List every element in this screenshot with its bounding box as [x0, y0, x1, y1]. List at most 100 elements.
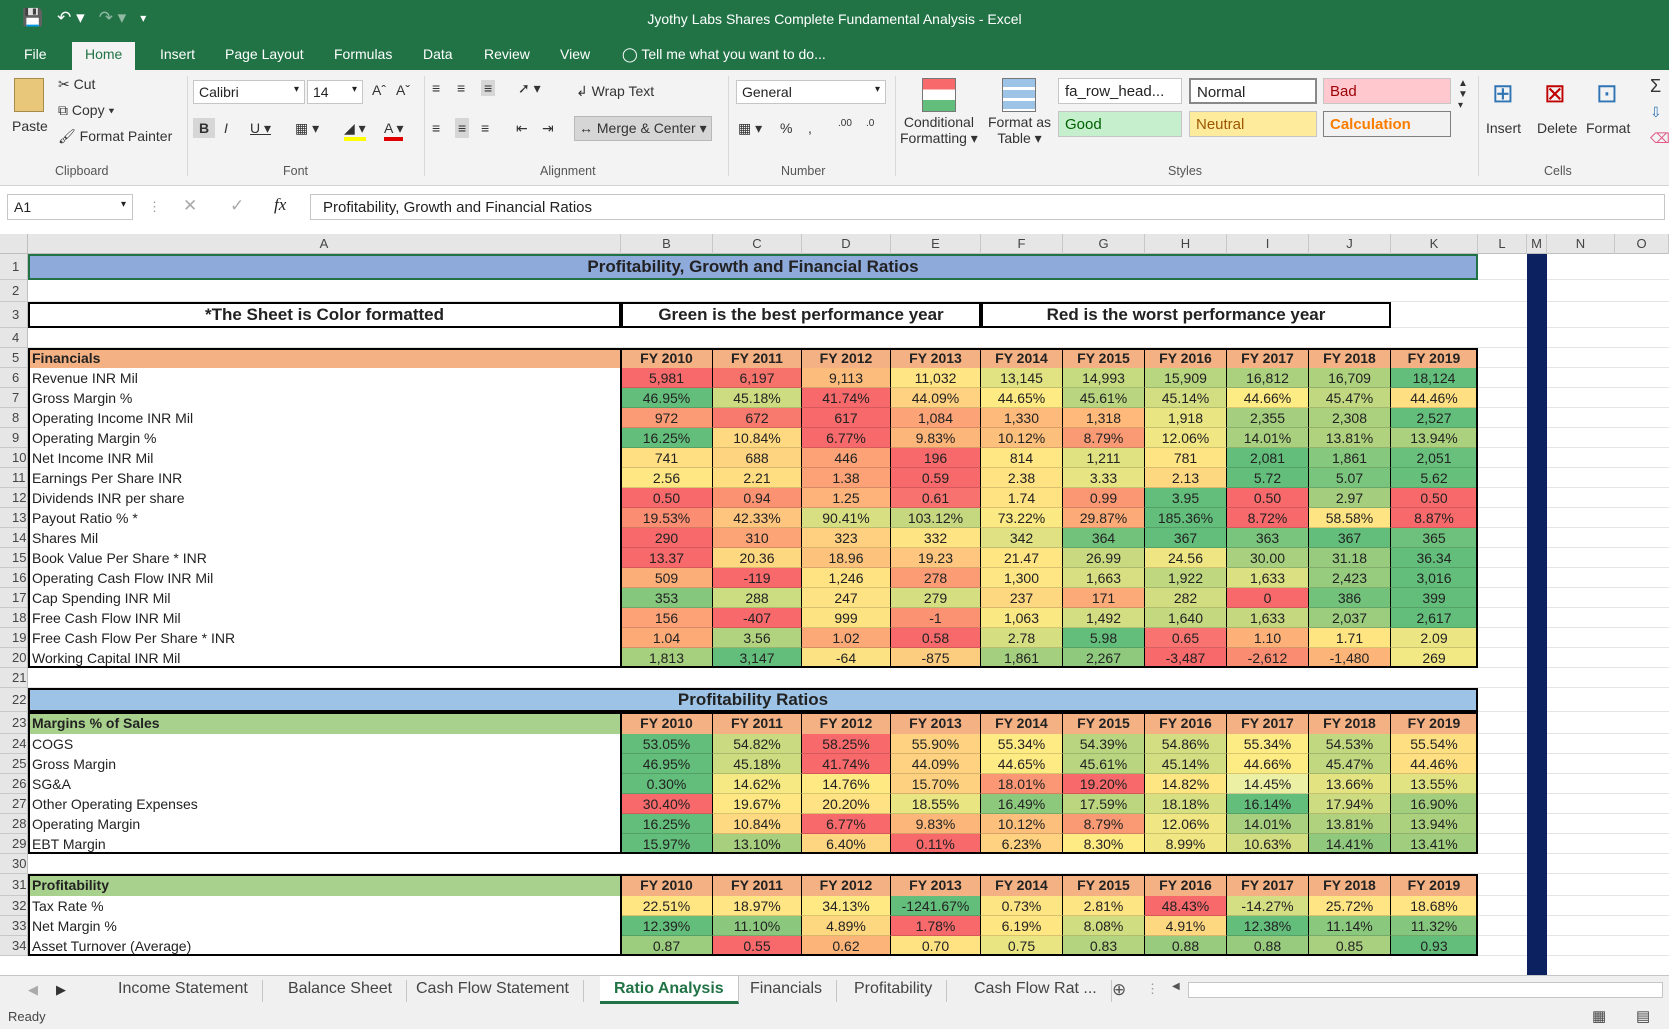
- data-cell[interactable]: 399: [1391, 588, 1478, 608]
- column-header[interactable]: H: [1145, 234, 1227, 254]
- data-cell[interactable]: 10.12%: [981, 814, 1063, 834]
- data-cell[interactable]: 0: [1227, 588, 1309, 608]
- font-color-icon[interactable]: A ▾: [384, 120, 404, 141]
- data-cell[interactable]: 9.83%: [891, 428, 981, 448]
- row-header[interactable]: 4: [0, 328, 28, 348]
- data-cell[interactable]: 18.97%: [713, 896, 802, 916]
- data-cell[interactable]: 45.47%: [1309, 754, 1391, 774]
- data-cell[interactable]: 1,211: [1063, 448, 1145, 468]
- hscroll-left-icon[interactable]: ◀: [1172, 981, 1180, 992]
- paste-icon[interactable]: [14, 78, 44, 112]
- insert-cells-button[interactable]: Insert: [1486, 120, 1522, 136]
- number-format-select[interactable]: General ▾: [736, 80, 886, 104]
- delete-cells-button[interactable]: Delete: [1537, 120, 1578, 136]
- data-cell[interactable]: 19.67%: [713, 794, 802, 814]
- row-header[interactable]: 10: [0, 448, 28, 468]
- row-header[interactable]: 29: [0, 834, 28, 854]
- style-calculation[interactable]: Calculation: [1323, 111, 1451, 137]
- data-cell[interactable]: 2,527: [1391, 408, 1478, 428]
- row-header[interactable]: 12: [0, 488, 28, 508]
- data-cell[interactable]: 3.56: [713, 628, 802, 648]
- row-header[interactable]: 7: [0, 388, 28, 408]
- data-cell[interactable]: 54.86%: [1145, 734, 1227, 754]
- data-cell[interactable]: 247: [802, 588, 891, 608]
- tabs-splitter-icon[interactable]: ⋮: [1146, 981, 1159, 996]
- data-cell[interactable]: 15.97%: [621, 834, 713, 854]
- data-cell[interactable]: 22.51%: [621, 896, 713, 916]
- data-cell[interactable]: 0.75: [981, 936, 1063, 956]
- conditional-formatting-icon[interactable]: [922, 78, 956, 112]
- data-cell[interactable]: 41.74%: [802, 754, 891, 774]
- data-cell[interactable]: 20.36: [713, 548, 802, 568]
- data-cell[interactable]: 13.94%: [1391, 428, 1478, 448]
- data-cell[interactable]: 8.99%: [1145, 834, 1227, 854]
- data-cell[interactable]: 0.88: [1227, 936, 1309, 956]
- data-cell[interactable]: 2,051: [1391, 448, 1478, 468]
- tab-formulas[interactable]: Formulas: [334, 46, 393, 62]
- data-cell[interactable]: 16.49%: [981, 794, 1063, 814]
- data-cell[interactable]: 1.78%: [891, 916, 981, 936]
- name-box[interactable]: A1 ▾: [7, 194, 133, 220]
- data-cell[interactable]: 30.00: [1227, 548, 1309, 568]
- data-cell[interactable]: 13.81%: [1309, 814, 1391, 834]
- data-cell[interactable]: 9.83%: [891, 814, 981, 834]
- data-cell[interactable]: 367: [1309, 528, 1391, 548]
- row-header[interactable]: 28: [0, 814, 28, 834]
- column-header[interactable]: B: [621, 234, 713, 254]
- data-cell[interactable]: 386: [1309, 588, 1391, 608]
- data-cell[interactable]: 11.14%: [1309, 916, 1391, 936]
- customize-qat-icon[interactable]: ▾: [140, 11, 147, 25]
- decrease-indent-icon[interactable]: ⇤: [516, 120, 528, 136]
- data-cell[interactable]: 13.81%: [1309, 428, 1391, 448]
- data-cell[interactable]: 44.65%: [981, 388, 1063, 408]
- format-cells-icon[interactable]: ⊡: [1596, 78, 1618, 108]
- data-cell[interactable]: 13.66%: [1309, 774, 1391, 794]
- data-cell[interactable]: 6.19%: [981, 916, 1063, 936]
- autosum-icon[interactable]: Σ: [1650, 76, 1662, 96]
- format-painter-button[interactable]: 🖌 Format Painter: [58, 128, 173, 144]
- data-cell[interactable]: 1,861: [981, 648, 1063, 668]
- data-cell[interactable]: 15.70%: [891, 774, 981, 794]
- data-cell[interactable]: 0.30%: [621, 774, 713, 794]
- data-cell[interactable]: 18,124: [1391, 368, 1478, 388]
- row-header[interactable]: 31: [0, 874, 28, 896]
- insert-cells-icon[interactable]: ⊞: [1492, 78, 1514, 108]
- data-cell[interactable]: 4.91%: [1145, 916, 1227, 936]
- row-header[interactable]: 15: [0, 548, 28, 568]
- column-header[interactable]: L: [1478, 234, 1527, 254]
- data-cell[interactable]: 45.61%: [1063, 754, 1145, 774]
- data-cell[interactable]: 1,300: [981, 568, 1063, 588]
- data-cell[interactable]: 3,147: [713, 648, 802, 668]
- column-header[interactable]: I: [1227, 234, 1309, 254]
- data-cell[interactable]: 0.50: [1227, 488, 1309, 508]
- column-header[interactable]: D: [802, 234, 891, 254]
- data-cell[interactable]: 2,267: [1063, 648, 1145, 668]
- data-cell[interactable]: 279: [891, 588, 981, 608]
- data-cell[interactable]: 13.10%: [713, 834, 802, 854]
- data-cell[interactable]: 999: [802, 608, 891, 628]
- data-cell[interactable]: 14.62%: [713, 774, 802, 794]
- data-cell[interactable]: 46.95%: [621, 754, 713, 774]
- row-header[interactable]: 9: [0, 428, 28, 448]
- data-cell[interactable]: 196: [891, 448, 981, 468]
- data-cell[interactable]: 0.99: [1063, 488, 1145, 508]
- data-cell[interactable]: 13.37: [621, 548, 713, 568]
- style-bad[interactable]: Bad: [1323, 78, 1451, 104]
- data-cell[interactable]: 18.01%: [981, 774, 1063, 794]
- selected-cell-a1[interactable]: [28, 254, 1478, 280]
- sheet-tab-balance-sheet[interactable]: Balance Sheet: [274, 980, 408, 1002]
- data-cell[interactable]: 10.63%: [1227, 834, 1309, 854]
- align-top-icon[interactable]: ≡: [432, 80, 441, 96]
- data-cell[interactable]: 0.73%: [981, 896, 1063, 916]
- data-cell[interactable]: 1.04: [621, 628, 713, 648]
- column-header[interactable]: F: [981, 234, 1063, 254]
- insert-function-icon[interactable]: fx: [274, 195, 287, 214]
- data-cell[interactable]: 1.38: [802, 468, 891, 488]
- data-cell[interactable]: 672: [713, 408, 802, 428]
- data-cell[interactable]: 6.77%: [802, 814, 891, 834]
- data-cell[interactable]: -1241.67%: [891, 896, 981, 916]
- prev-sheet-icon[interactable]: ◀: [28, 982, 38, 997]
- data-cell[interactable]: 24.56: [1145, 548, 1227, 568]
- accounting-format-icon[interactable]: ▦ ▾: [738, 120, 763, 136]
